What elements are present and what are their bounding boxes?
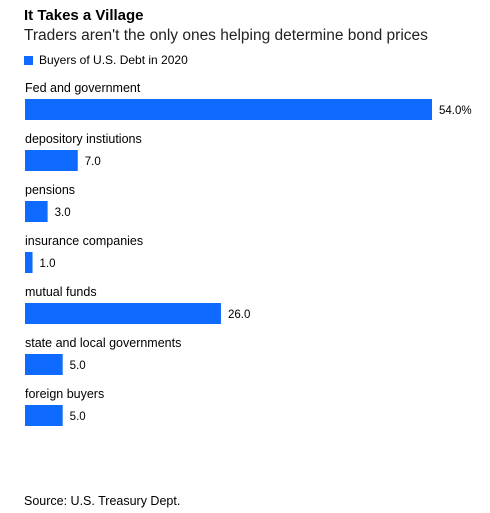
bar [25, 150, 78, 171]
value-label: 7.0 [85, 156, 101, 168]
value-label: 3.0 [55, 207, 71, 219]
chart-subtitle: Traders aren't the only ones helping det… [24, 27, 428, 44]
category-label: state and local governments [25, 336, 181, 350]
value-label: 5.0 [70, 411, 86, 423]
source-note: Source: U.S. Treasury Dept. [24, 494, 181, 508]
value-label: 5.0 [70, 360, 86, 372]
value-label: 54.0% [439, 105, 472, 117]
bar [25, 354, 63, 375]
category-label: Fed and government [25, 81, 141, 95]
category-label: foreign buyers [25, 387, 104, 401]
bar [25, 99, 432, 120]
legend-label: Buyers of U.S. Debt in 2020 [39, 53, 188, 67]
category-label: insurance companies [25, 234, 143, 248]
bar [25, 201, 48, 222]
value-label: 26.0 [228, 309, 250, 321]
bar [25, 405, 63, 426]
bar [25, 252, 33, 273]
legend: Buyers of U.S. Debt in 2020 [24, 53, 188, 67]
category-label: depository instiutions [25, 132, 142, 146]
category-label: mutual funds [25, 285, 97, 299]
chart-title: It Takes a Village [24, 7, 144, 24]
bar-chart: Fed and government 54.0% depository instiu… [25, 81, 472, 426]
value-label: 1.0 [40, 258, 56, 270]
legend-swatch [24, 55, 33, 65]
bar [25, 303, 221, 324]
category-label: pensions [25, 183, 75, 197]
